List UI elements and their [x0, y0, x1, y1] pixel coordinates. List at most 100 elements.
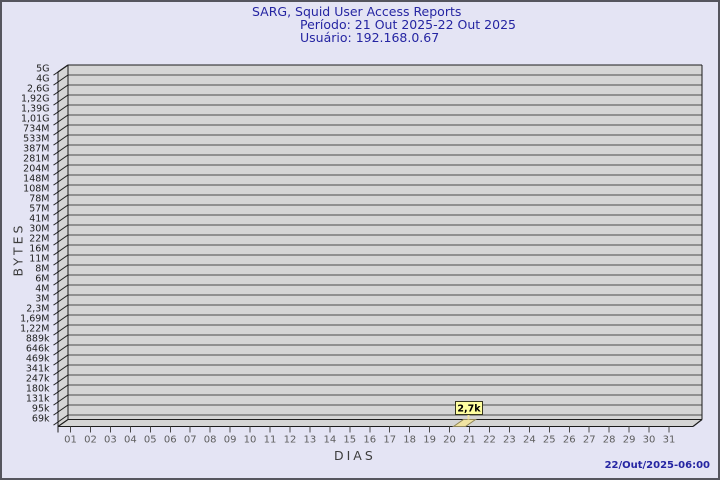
- x-tick-label: 28: [603, 435, 616, 446]
- frame-line: [692, 419, 703, 427]
- x-tick-label: 26: [563, 435, 576, 446]
- plot-area: [68, 65, 702, 420]
- y-tick: [53, 254, 69, 266]
- x-tick-label: 13: [304, 435, 317, 446]
- x-tick-label: 17: [383, 435, 396, 446]
- y-tick: [53, 204, 69, 216]
- x-tick-label: 11: [264, 435, 277, 446]
- y-tick: [53, 264, 69, 276]
- y-tick: [53, 194, 69, 206]
- generated-timestamp: 22/Out/2025-06:00: [604, 460, 710, 471]
- x-tick-label: 14: [323, 435, 336, 446]
- y-tick-label: 5G: [36, 64, 49, 75]
- x-tick-label: 08: [204, 435, 217, 446]
- y-tick: [53, 324, 69, 336]
- x-tick-label: 21: [463, 435, 476, 446]
- y-tick-label: 8M: [35, 264, 49, 275]
- y-tick-label: 180k: [26, 384, 50, 395]
- y-tick-label: 22M: [29, 234, 49, 245]
- y-tick-label: 108M: [23, 184, 49, 195]
- y-tick: [53, 114, 69, 126]
- y-tick: [53, 404, 69, 416]
- x-tick-label: 18: [403, 435, 416, 446]
- x-tick-label: 12: [284, 435, 297, 446]
- y-tick: [53, 74, 69, 86]
- y-tick: [53, 384, 69, 396]
- y-tick-label: 533M: [23, 134, 49, 145]
- y-tick: [53, 234, 69, 246]
- y-tick: [53, 84, 69, 96]
- x-tick-label: 27: [583, 435, 596, 446]
- floor-3d: [58, 419, 702, 427]
- y-tick: [53, 174, 69, 186]
- y-tick: [53, 414, 69, 426]
- wall-3d: [58, 65, 68, 427]
- y-tick: [53, 214, 69, 226]
- x-tick-label: 30: [643, 435, 656, 446]
- x-tick-label: 20: [443, 435, 456, 446]
- frame-line: [57, 419, 69, 427]
- x-tick-label: 15: [343, 435, 356, 446]
- x-tick-label: 31: [663, 435, 676, 446]
- y-tick: [53, 354, 69, 366]
- y-tick-label: 11M: [29, 254, 49, 265]
- x-tick-label: 29: [623, 435, 636, 446]
- y-tick: [53, 164, 69, 176]
- y-tick: [53, 284, 69, 296]
- y-tick-label: 78M: [29, 194, 49, 205]
- y-tick-label: 281M: [23, 154, 49, 165]
- chart-subtitle-period: Período: 21 Out 2025-22 Out 2025: [300, 17, 516, 32]
- y-tick-label: 734M: [23, 124, 49, 135]
- x-axis-title: DIAS: [334, 448, 376, 463]
- y-tick: [53, 94, 69, 106]
- y-tick: [53, 244, 69, 256]
- y-tick: [53, 304, 69, 316]
- y-tick-label: 148M: [23, 174, 49, 185]
- chart-subtitle-user: Usuário: 192.168.0.67: [300, 30, 440, 45]
- y-tick-label: 69k: [32, 414, 50, 425]
- y-tick-label: 41M: [29, 214, 49, 225]
- y-tick-label: 131k: [26, 394, 50, 405]
- x-tick-label: 07: [184, 435, 197, 446]
- x-tick-label: 04: [124, 435, 137, 446]
- y-tick: [53, 184, 69, 196]
- y-tick: [53, 124, 69, 136]
- y-tick: [53, 294, 69, 306]
- y-tick-label: 469k: [26, 354, 50, 365]
- y-tick-label: 4G: [36, 74, 49, 85]
- x-tick-label: 10: [244, 435, 257, 446]
- chart-title: SARG, Squid User Access Reports: [252, 4, 462, 19]
- x-tick-label: 05: [144, 435, 157, 446]
- y-tick-label: 16M: [29, 244, 49, 255]
- y-axis-title: BYTES: [10, 222, 26, 277]
- bar: [451, 419, 478, 427]
- y-tick: [53, 364, 69, 376]
- y-tick-label: 1,39G: [21, 104, 50, 115]
- y-tick-label: 387M: [23, 144, 49, 155]
- y-tick: [53, 344, 69, 356]
- y-tick-label: 2,3M: [26, 304, 49, 315]
- value-label: 2,7k: [457, 404, 481, 415]
- x-tick-label: 02: [84, 435, 97, 446]
- y-tick-label: 3M: [35, 294, 49, 305]
- x-tick-label: 19: [423, 435, 436, 446]
- y-tick: [53, 154, 69, 166]
- y-tick: [53, 144, 69, 156]
- y-tick-label: 1,01G: [21, 114, 50, 125]
- x-tick-label: 03: [104, 435, 117, 446]
- y-tick-label: 341k: [26, 364, 50, 375]
- y-tick-label: 204M: [23, 164, 49, 175]
- y-tick-label: 1,22M: [20, 324, 49, 335]
- y-tick-label: 889k: [26, 334, 50, 345]
- y-tick-label: 247k: [26, 374, 50, 385]
- y-tick-label: 95k: [32, 404, 50, 415]
- y-tick: [53, 224, 69, 236]
- y-tick-label: 6M: [35, 274, 49, 285]
- x-tick-label: 06: [164, 435, 177, 446]
- x-tick-label: 22: [483, 435, 496, 446]
- frame-line: [57, 64, 69, 73]
- x-tick-label: 25: [543, 435, 556, 446]
- x-tick-label: 01: [64, 435, 77, 446]
- x-tick-label: 24: [523, 435, 536, 446]
- x-tick-label: 16: [363, 435, 376, 446]
